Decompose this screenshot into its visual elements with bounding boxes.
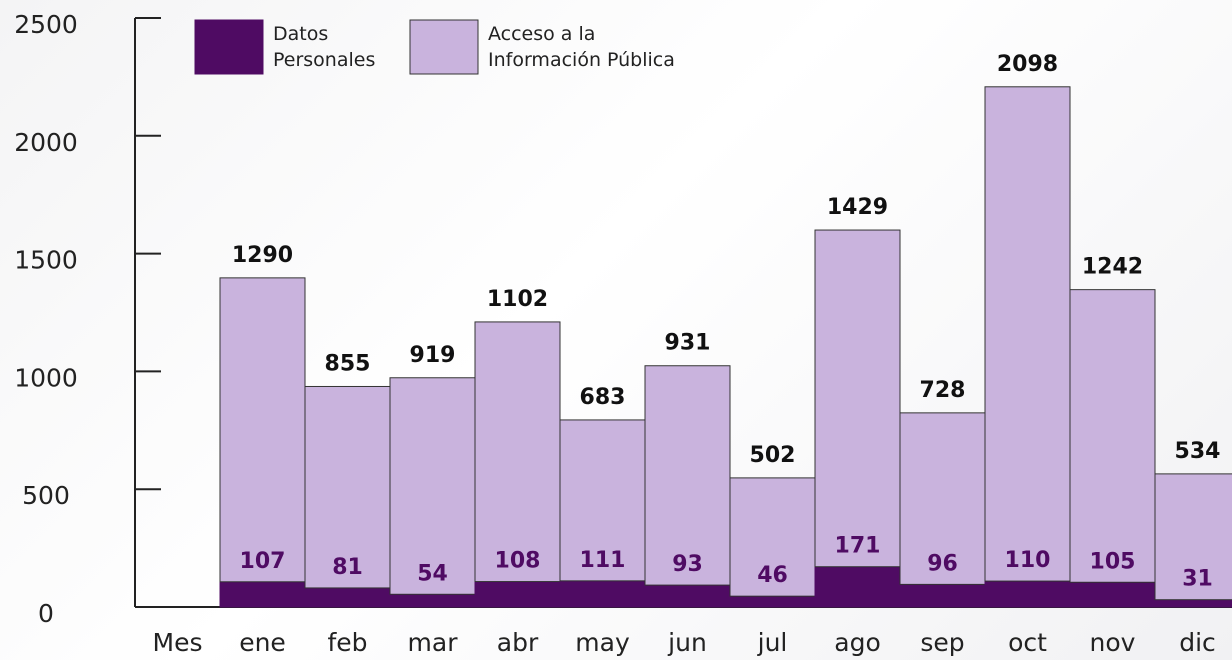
y-tick-label: 1500 [14, 246, 78, 275]
bar-segment [559, 419, 646, 582]
bar-segment [304, 587, 391, 608]
bar-segment [899, 412, 986, 585]
value-label: 683 [580, 385, 626, 410]
bar-segment [219, 581, 306, 608]
x-tick-label: nov [1090, 628, 1136, 657]
bar-segment [644, 365, 731, 586]
value-label: 107 [240, 549, 286, 574]
legend-label: Datos Personales [273, 23, 376, 71]
x-tick-label: may [575, 628, 630, 657]
y-tick-label: 1000 [14, 363, 78, 392]
value-label: 1242 [1082, 255, 1143, 280]
value-label: 2098 [997, 52, 1058, 77]
value-label: 54 [417, 561, 448, 586]
bar-segment [1069, 581, 1156, 608]
value-label: 111 [580, 548, 626, 573]
bar-segment [389, 593, 476, 608]
value-label: 93 [672, 552, 703, 577]
bar-segment [899, 583, 986, 608]
x-tick-label: oct [1008, 628, 1047, 657]
y-tick-label: 2000 [14, 128, 78, 157]
value-label: 171 [835, 534, 881, 559]
value-label: 96 [927, 551, 958, 576]
x-tick-label: feb [327, 628, 367, 657]
value-label: 105 [1090, 549, 1136, 574]
x-tick-label: jul [757, 628, 788, 657]
bar-segment [814, 229, 901, 568]
value-label: 502 [750, 443, 796, 468]
bar-segment [474, 581, 561, 608]
value-label: 931 [665, 331, 711, 356]
value-label: 81 [332, 555, 363, 580]
x-tick-label: mar [408, 628, 459, 657]
legend-swatch [409, 19, 479, 75]
bar-segment [729, 595, 816, 608]
value-label: 1290 [232, 243, 293, 268]
x-tick-label: ene [239, 628, 286, 657]
x-tick-label: dic [1179, 628, 1216, 657]
bar-segment [559, 580, 646, 608]
x-tick-label: ago [834, 628, 880, 657]
y-tick-label: 2500 [14, 10, 78, 39]
legend-swatch [194, 19, 264, 75]
value-label: 46 [757, 563, 788, 588]
bar-segment [219, 277, 306, 583]
x-tick-label: jun [667, 628, 707, 657]
value-label: 108 [495, 549, 541, 574]
bar-segment [474, 321, 561, 583]
bar-segment [1154, 473, 1232, 601]
bar-segment [304, 385, 391, 589]
y-tick-label: 500 [22, 481, 70, 510]
legend-label: Acceso a la Información Pública [488, 23, 675, 71]
value-label: 728 [920, 378, 966, 403]
bar-segment [389, 377, 476, 595]
bar-segment [984, 580, 1071, 608]
value-label: 1102 [487, 287, 548, 312]
bar-segment [1154, 599, 1232, 608]
y-tick-label: 0 [38, 599, 54, 628]
value-label: 110 [1005, 548, 1051, 573]
x-tick-label: sep [920, 628, 964, 657]
value-label: 534 [1175, 439, 1221, 464]
x-tick-label: abr [497, 628, 539, 657]
value-label: 1429 [827, 195, 888, 220]
value-label: 919 [410, 343, 456, 368]
value-label: 855 [325, 351, 371, 376]
value-label: 31 [1182, 567, 1213, 592]
x-tick-label: Mes [153, 628, 203, 657]
bar-segment [1069, 289, 1156, 583]
bar-segment [644, 584, 731, 608]
bar-segment [814, 566, 901, 608]
bar-segment [984, 86, 1071, 582]
